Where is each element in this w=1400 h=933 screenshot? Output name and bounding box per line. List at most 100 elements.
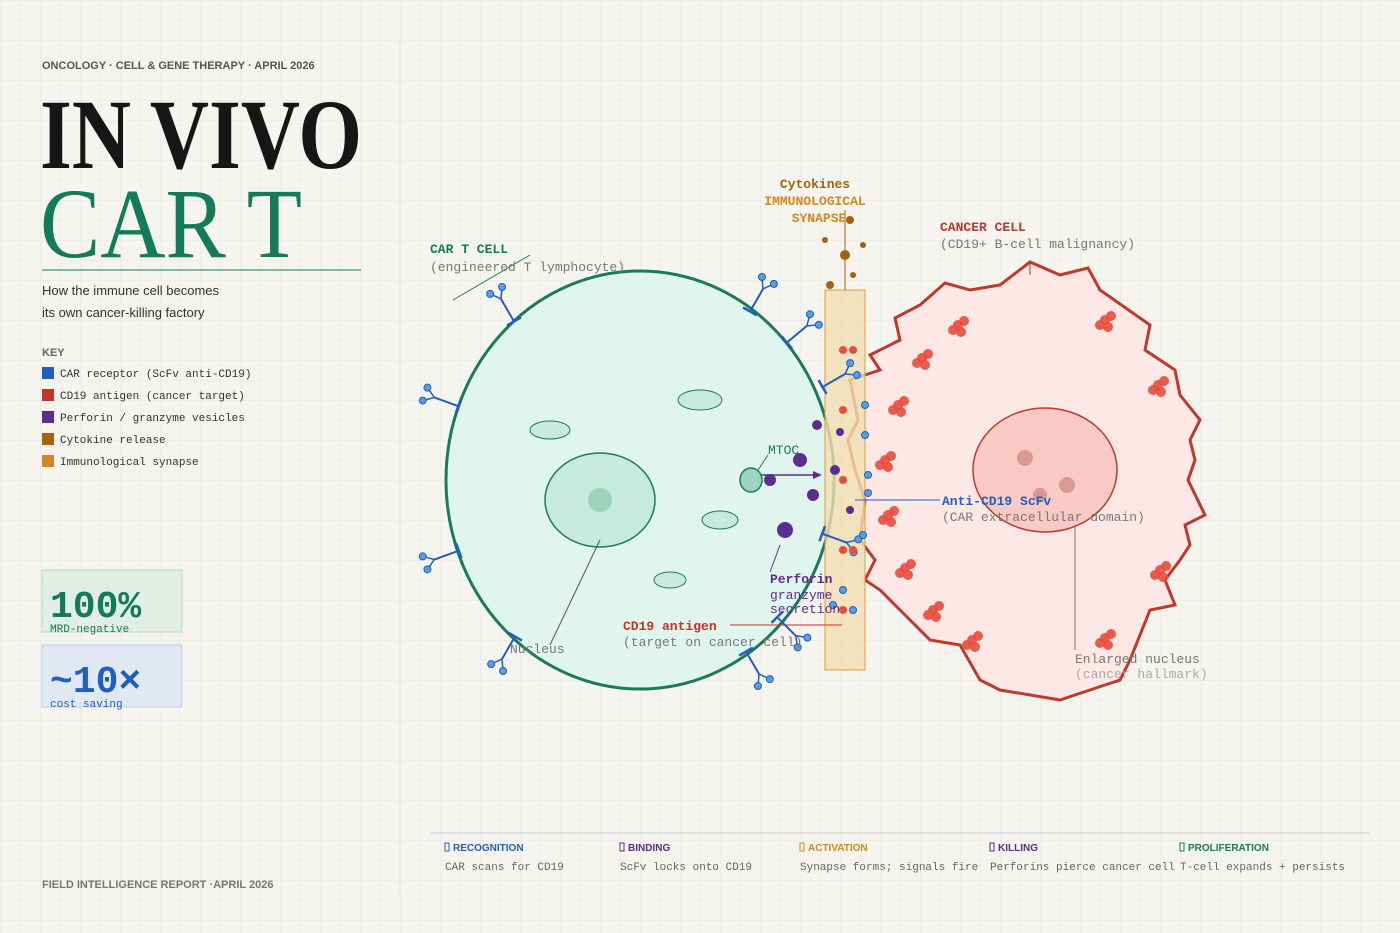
cd19-cluster [886, 451, 896, 461]
car-receptor-tip [499, 667, 508, 676]
cd19-cluster [1158, 572, 1168, 582]
label: MTOC [768, 443, 799, 458]
car-receptor-tip [803, 633, 812, 642]
cd19-cluster [1095, 638, 1105, 648]
step-icon [799, 842, 805, 852]
car-receptor [780, 335, 794, 350]
stat-value: ~10× [50, 661, 141, 704]
key-title: KEY [42, 347, 65, 359]
organelle [677, 389, 723, 411]
cd19-cluster [948, 325, 958, 335]
cytokine [822, 237, 828, 243]
label-sub: granzyme [770, 588, 832, 603]
car-receptor-tip [757, 272, 766, 281]
car-receptor-tip [765, 675, 774, 684]
label-title: CD19 antigen [623, 619, 717, 634]
leader [757, 454, 769, 471]
car-receptor-tip [418, 396, 427, 405]
key-swatch [42, 455, 54, 467]
cd19-dot [849, 346, 857, 354]
cd19-cluster [912, 358, 922, 368]
key-label: Immunological synapse [60, 457, 199, 469]
cytokine [850, 272, 856, 278]
cd19-cluster [1095, 320, 1105, 330]
car-receptor [822, 373, 846, 388]
label-title: Perforin [770, 572, 833, 587]
cd19-cluster [1103, 322, 1113, 332]
car-receptor [786, 325, 808, 344]
car-receptor [433, 396, 460, 408]
receptor-dot [839, 586, 847, 594]
car-receptor [821, 532, 848, 544]
receptor-dot [861, 431, 869, 439]
cd19-dot [839, 546, 847, 554]
cd19-cluster [878, 515, 888, 525]
car-receptor [454, 398, 463, 415]
cd19-cluster [1161, 561, 1171, 571]
car-receptor-tip [423, 565, 432, 574]
car-receptor-tip [805, 310, 814, 319]
cancer-nucleus [972, 407, 1118, 533]
cd19-cluster [875, 460, 885, 470]
kicker: ONCOLOGY · CELL & GENE THERAPY · APRIL 2… [42, 60, 315, 72]
key: CAR receptor (ScFv anti-CD19) CD19 antige… [42, 367, 251, 469]
cd19-cluster [888, 405, 898, 415]
receptor-dot [859, 531, 867, 539]
key-swatch [42, 367, 54, 379]
cytokine [860, 242, 866, 248]
leader [452, 254, 531, 301]
step-text: CAR scans for CD19 [445, 862, 564, 874]
label-sub: (engineered T lymphocyte) [430, 260, 625, 275]
label: Cytokines [780, 177, 850, 192]
cd19-dot [849, 546, 857, 554]
vesicle [764, 474, 776, 486]
car-receptor-tip [769, 279, 778, 288]
step-title: KILLING [998, 843, 1038, 854]
vesicle [846, 506, 854, 514]
steps: RECOGNITION CAR scans for CD19 BINDING ScFv… [444, 842, 1345, 874]
vesicle [830, 465, 840, 475]
cd19-cluster [970, 642, 980, 652]
diagram [418, 210, 1207, 702]
organelle [653, 571, 687, 589]
car-receptor [433, 549, 460, 561]
cd19-cluster [1106, 311, 1116, 321]
label-sub: (target on cancer cell) [623, 635, 802, 650]
mtoc [739, 467, 763, 493]
cd19-dot [839, 406, 847, 414]
cd19-cluster [959, 316, 969, 326]
subtitle: its own cancer-killing factory [42, 305, 205, 320]
label-title: CANCER CELL [940, 220, 1026, 235]
key-label: Perforin / granzyme vesicles [60, 413, 245, 425]
car-receptor [454, 542, 463, 559]
cd19-cluster [931, 612, 941, 622]
step-title: BINDING [628, 843, 670, 854]
step-title: RECOGNITION [453, 843, 524, 854]
cd19-cluster [895, 568, 905, 578]
cd19-cluster [886, 517, 896, 527]
car-receptor-tip [418, 552, 427, 561]
label-sub: (CD19+ B-cell malignancy) [940, 237, 1135, 252]
label: SYNAPSE [792, 211, 847, 226]
vesicle [793, 453, 807, 467]
label: IMMUNOLOGICAL [764, 194, 866, 209]
nucleolus [1017, 450, 1033, 466]
cd19-cluster [903, 570, 913, 580]
receptor-dot [864, 471, 872, 479]
cd19-dot [839, 346, 847, 354]
label: Nucleus [510, 642, 565, 657]
cd19-cluster [1106, 629, 1116, 639]
vesicle [836, 428, 844, 436]
label-title: CAR T CELL [430, 242, 508, 257]
cd19-cluster [923, 349, 933, 359]
car-receptor [500, 298, 515, 322]
step-title: PROLIFERATION [1188, 843, 1269, 854]
cd19-cluster [889, 506, 899, 516]
organelle [529, 420, 571, 440]
car-receptor [749, 288, 764, 312]
car-receptor [501, 636, 516, 660]
nucleolus [588, 488, 612, 512]
cd19-cluster [973, 631, 983, 641]
car-receptor [745, 651, 760, 675]
